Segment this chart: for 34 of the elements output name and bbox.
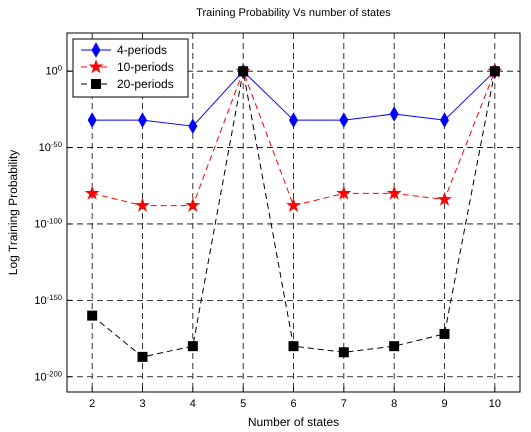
x-tick-label: 7 [340, 398, 347, 410]
point [185, 198, 200, 212]
point [336, 186, 352, 200]
y-tick-label: 10$^{-100}$ [34, 216, 62, 230]
x-axis-title: Number of states [248, 415, 340, 429]
legend-label: 10-periods [117, 60, 174, 74]
x-tick-label: 6 [290, 398, 297, 410]
point [286, 198, 302, 212]
x-tick-label: 5 [240, 398, 246, 410]
x-tick-label: 8 [391, 398, 398, 410]
y-axis-title: Log Training Probability [6, 150, 20, 276]
chart-title: Training Probability Vs number of states [196, 7, 392, 19]
point [338, 347, 349, 358]
point [87, 310, 98, 321]
point [134, 198, 150, 212]
point [440, 328, 450, 339]
x-tick-label: 2 [89, 398, 96, 410]
point [436, 192, 452, 206]
point [288, 341, 298, 352]
legend-label: 4-periods [117, 43, 168, 58]
point [389, 341, 400, 352]
point [386, 186, 402, 200]
point [138, 352, 148, 362]
y-tick-label: 10$^{-150}$ [34, 292, 62, 307]
y-tick-label: 10$^{-200}$ [34, 368, 62, 384]
y-tick-label: 10$^{0}$ [45, 63, 62, 78]
legend-label: 20-periods [117, 77, 174, 92]
x-tick-label: 4 [190, 398, 196, 410]
x-tick-label: 9 [441, 398, 448, 410]
point [84, 186, 100, 200]
x-tick-label: 3 [139, 398, 146, 410]
point [188, 341, 198, 352]
y-tick-label: 10$^{-50}$ [38, 140, 62, 154]
x-tick-label: 10 [488, 398, 501, 410]
